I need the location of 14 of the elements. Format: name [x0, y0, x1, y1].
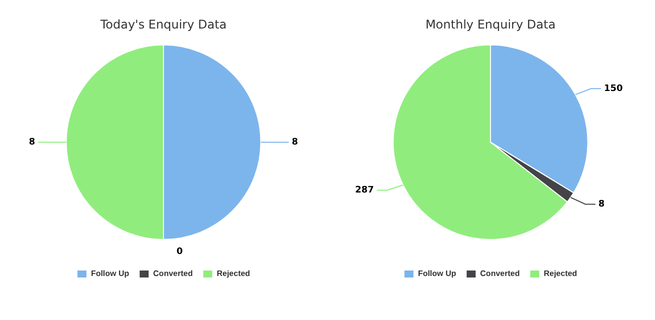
chart-title: Today's Enquiry Data — [99, 17, 227, 32]
legend-label: Follow Up — [90, 269, 130, 278]
data-label: 287 — [355, 186, 374, 196]
legend-label: Converted — [153, 269, 193, 278]
legend-label: Rejected — [216, 269, 250, 278]
chart-title: Monthly Enquiry Data — [425, 17, 556, 32]
text: 0 — [176, 246, 183, 257]
data-label: 8 — [28, 138, 36, 148]
legend-label: Follow Up — [418, 269, 456, 278]
data-label: 150 — [604, 84, 623, 94]
legend-label: Rejected — [544, 269, 578, 278]
data-label: 8 — [292, 138, 298, 148]
legend-label: Converted — [480, 269, 520, 278]
data-label: 8 — [598, 200, 605, 210]
